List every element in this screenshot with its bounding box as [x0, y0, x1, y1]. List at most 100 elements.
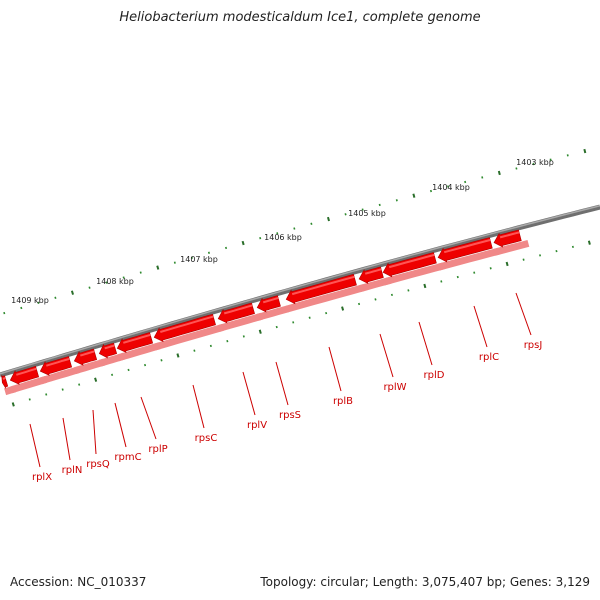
inner-ring-minor-tick: [111, 373, 114, 377]
gene-leader-line: [418, 321, 433, 366]
gene-arrow-highlight: [291, 275, 355, 296]
gene-arrow-highlight: [388, 253, 435, 269]
outer-ring-minor-tick: [395, 199, 398, 202]
gene-shadow: [382, 262, 445, 286]
inner-ring-minor-tick: [242, 335, 245, 338]
outer-ring-minor-tick: [344, 213, 347, 216]
gene-arrow-highlight: [104, 344, 115, 350]
gene-arrow-highlight: [223, 304, 253, 315]
outer-ring-minor-tick: [447, 185, 450, 188]
gene-leader-line: [242, 371, 256, 416]
inner-ring-major-tick: [176, 353, 180, 358]
gene-shadow: [117, 342, 161, 362]
gene-shadow: [10, 376, 48, 394]
inner-ring-minor-tick: [539, 254, 542, 257]
inner-ring-minor-tick: [308, 316, 311, 319]
inner-ring-minor-tick: [473, 271, 476, 274]
inner-ring-minor-tick: [374, 298, 377, 301]
outer-ring-major-tick: [412, 193, 416, 198]
outer-ring-minor-tick: [293, 227, 296, 230]
inner-ring-minor-tick: [226, 339, 229, 343]
gene-label: rplW: [383, 382, 406, 393]
inner-ring-minor-tick: [209, 344, 212, 348]
gene-arrow-highlight: [16, 367, 37, 376]
scale-label: 1406 kbp: [264, 233, 302, 242]
gene-leader-line: [62, 417, 71, 461]
inner-ring-minor-tick: [440, 280, 443, 283]
gene-arrow-highlight: [443, 239, 491, 254]
outer-ring-minor-tick: [207, 251, 211, 254]
gene-arrow-highlight: [262, 297, 279, 304]
inner-ring-minor-tick: [358, 302, 361, 306]
outer-ring-minor-tick: [88, 286, 91, 289]
outer-ring-minor-tick: [54, 296, 57, 299]
inner-ring-major-tick: [423, 283, 427, 289]
inner-ring-minor-tick: [407, 289, 410, 292]
gene-leader-line: [328, 346, 342, 392]
gene-label: rplC: [479, 352, 499, 363]
inner-ring-major-tick: [587, 240, 591, 245]
gene-label: rplP: [148, 444, 167, 455]
gene-label: rpsQ: [86, 459, 110, 470]
outer-ring-minor-tick: [3, 311, 6, 315]
scale-label: 1403 kbp: [516, 158, 554, 167]
scale-label: 1404 kbp: [432, 183, 470, 192]
gene-arrow-track: [1, 229, 522, 389]
inner-ring-minor-tick: [143, 363, 147, 367]
inner-ring-major-tick: [94, 377, 98, 382]
gene-arrow-highlight: [46, 357, 70, 367]
gene-label: rpsS: [279, 410, 301, 421]
gene-shadow: [493, 240, 530, 256]
gene-label: rplD: [424, 370, 445, 381]
scale-label: 1405 kbp: [348, 209, 386, 218]
outer-ring-minor-tick: [173, 261, 176, 264]
gene-leader-line: [140, 396, 157, 440]
gene-shadow: [285, 284, 365, 313]
gene-label: rplV: [247, 420, 267, 431]
gene-arrow: [1, 374, 9, 389]
gene-arrow-highlight: [364, 268, 382, 275]
gene-label: rpsJ: [524, 340, 543, 351]
map-title: Heliobacterium modesticaldum Ice1, compl…: [119, 10, 481, 25]
scale-labels: 1403 kbp 1404 kbp 1405 kbp 1406 kbp 1407 kbp…: [11, 158, 554, 305]
inner-ring-major-tick: [341, 306, 345, 311]
gene-shadow: [74, 358, 105, 375]
inner-ring-minor-tick: [28, 398, 31, 401]
gene-leader-lines: [29, 292, 532, 468]
inner-ring-minor-tick: [522, 258, 525, 261]
outer-ring-minor-tick: [481, 176, 484, 179]
outer-ring-minor-tick: [515, 167, 518, 170]
inner-ring-minor-tick: [489, 267, 492, 270]
inner-ring-minor-tick: [78, 383, 81, 386]
gene-arrow-highlight: [123, 333, 151, 344]
inner-ring-major-tick: [505, 261, 509, 267]
outer-ring-minor-tick: [361, 208, 364, 211]
gene-label: rplB: [333, 396, 353, 407]
minor-ticks: [3, 154, 574, 401]
scale-label: 1408 kbp: [96, 277, 134, 286]
gene-arrow-highlight: [2, 377, 6, 380]
scale-label: 1407 kbp: [180, 255, 218, 264]
gene-arrow-highlight: [80, 350, 95, 357]
outer-ring-minor-tick: [122, 276, 125, 279]
gene-shadow-track: [4, 240, 530, 396]
gene-label: rpmC: [114, 452, 141, 463]
outer-ring-minor-tick: [464, 180, 467, 184]
gene-leader-line: [473, 305, 488, 348]
inner-ring-minor-tick: [390, 293, 393, 297]
gene-label: rplX: [32, 472, 52, 483]
outer-ring-major-tick: [583, 148, 587, 154]
gene-arrow-highlight: [499, 231, 520, 239]
inner-ring-major-tick: [258, 329, 262, 334]
outer-ring-minor-tick: [105, 281, 108, 284]
inner-ring-major-tick: [11, 402, 15, 407]
accession-text: Accession: NC_010337: [10, 575, 147, 589]
inner-ring-minor-tick: [45, 393, 48, 396]
inner-ring-minor-tick: [61, 388, 64, 391]
outer-ring-minor-tick: [310, 222, 313, 225]
scale-label: 1409 kbp: [11, 296, 49, 305]
outer-ring-major-tick: [326, 216, 330, 222]
gene-leader-line: [379, 333, 394, 378]
genome-backbone: [0, 204, 600, 378]
